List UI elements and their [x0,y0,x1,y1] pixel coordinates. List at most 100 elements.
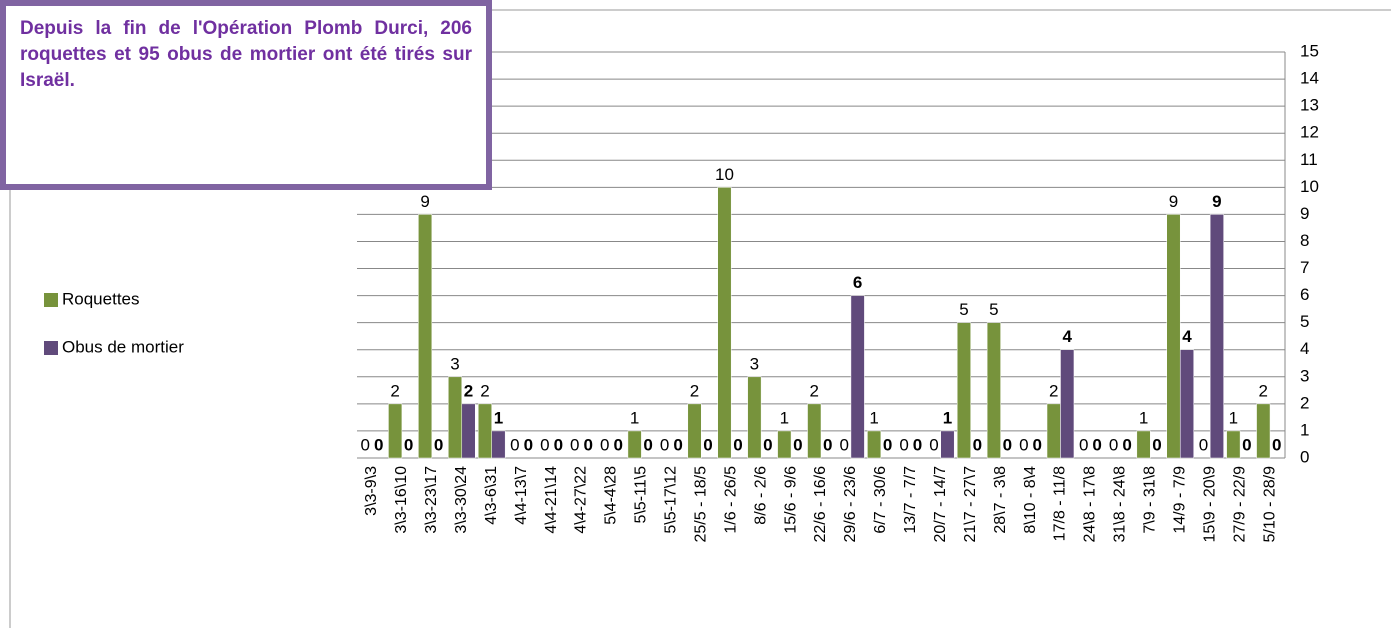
data-label: 0 [1003,435,1012,454]
bar [850,295,865,459]
bar [1136,430,1151,459]
bar [477,403,492,459]
x-tick-label: 20/7 - 14/7 [932,466,949,543]
x-tick-label: 15/6 - 9/6 [782,466,799,534]
data-label: 1 [630,408,639,427]
data-label: 1 [494,408,503,427]
data-label: 4 [1062,327,1072,346]
x-tick-label: 5\4-4\28 [603,466,620,525]
data-label: 0 [613,435,622,454]
data-label: 0 [404,435,413,454]
bar [777,430,792,459]
y-tick-label: 13 [1300,96,1319,115]
data-label: 3 [450,354,459,373]
data-label: 0 [899,435,908,454]
bar [1256,403,1271,459]
data-label: 0 [1019,435,1028,454]
data-label: 1 [943,408,952,427]
data-label: 9 [1212,192,1221,211]
data-label: 1 [869,408,878,427]
y-tick-label: 5 [1300,312,1309,331]
data-label: 0 [1079,435,1088,454]
data-label: 0 [540,435,549,454]
y-tick-label: 15 [1300,41,1319,60]
bar [491,430,506,459]
bar [940,430,955,459]
x-tick-label: 15\9 - 20\9 [1201,466,1218,543]
x-tick-label: 3\3-30\24 [453,466,470,534]
bar [461,403,476,459]
bar [1209,214,1224,459]
data-label: 1 [1229,408,1238,427]
data-label: 0 [973,435,982,454]
bar [986,322,1001,459]
bar [448,376,463,459]
data-label: 0 [1033,435,1042,454]
data-label: 0 [374,435,383,454]
data-label: 0 [1122,435,1131,454]
x-tick-label: 1/6 - 26/5 [722,466,739,534]
bar [747,376,762,459]
legend-label: Roquettes [62,289,140,308]
chart-title: Depuis la fin de l'Opération Plomb Durci… [0,0,492,190]
y-tick-label: 6 [1300,285,1309,304]
bar [867,430,882,459]
x-tick-label: 31\8 - 24\8 [1112,466,1129,543]
x-tick-label: 5\5-11\5 [633,466,650,524]
data-label: 0 [434,435,443,454]
data-label: 10 [715,165,734,184]
x-tick-label: 21\7 - 27\7 [962,466,979,543]
bar [717,187,732,459]
x-tick-label: 24\8 - 17\8 [1082,466,1099,543]
data-label: 0 [1272,435,1281,454]
data-label: 0 [673,435,682,454]
data-label: 0 [763,435,772,454]
x-tick-label: 7\9 - 31\8 [1142,466,1159,534]
data-label: 0 [733,435,742,454]
bar [956,322,971,459]
legend-label: Obus de mortier [62,337,184,356]
x-tick-label: 29/6 - 23/6 [842,466,859,543]
data-label: 2 [480,381,489,400]
data-label: 1 [780,408,789,427]
y-tick-label: 2 [1300,393,1309,412]
x-tick-label: 6/7 - 30/6 [872,466,889,534]
y-tick-label: 0 [1300,447,1309,466]
data-label: 2 [1259,381,1268,400]
y-tick-label: 14 [1300,69,1319,88]
data-label: 0 [793,435,802,454]
x-tick-label: 14/9 - 7/9 [1171,466,1188,534]
data-label: 2 [690,381,699,400]
data-label: 0 [1199,435,1208,454]
data-label: 4 [1182,327,1192,346]
bar [418,214,433,459]
data-label: 0 [584,435,593,454]
x-tick-label: 4\4-13\7 [513,466,530,525]
x-tick-label: 17/8 - 11/8 [1052,466,1069,541]
y-tick-label: 4 [1300,339,1309,358]
x-tick-label: 3\3-16\10 [393,466,410,534]
data-label: 5 [989,300,998,319]
x-tick-label: 5\5-17\12 [663,466,680,534]
y-tick-label: 11 [1300,150,1318,169]
data-label: 9 [1169,192,1178,211]
x-tick-label: 8\10 - 8\4 [1022,466,1039,534]
data-label: 6 [853,273,862,292]
data-label: 3 [750,354,759,373]
x-tick-label: 5/10 - 28/9 [1261,466,1278,543]
y-tick-label: 1 [1300,420,1309,439]
x-tick-label: 28\7 - 3\8 [992,466,1009,534]
y-tick-label: 9 [1300,204,1309,223]
bar [627,430,642,459]
y-tick-label: 7 [1300,258,1309,277]
x-tick-label: 3\3-23\17 [423,466,440,534]
x-tick-label: 3\3-9\3 [363,466,380,516]
data-label: 0 [1242,435,1251,454]
y-tick-label: 8 [1300,231,1309,250]
data-label: 0 [839,435,848,454]
data-label: 9 [420,192,429,211]
x-tick-label: 25/5 - 18/5 [692,466,709,543]
data-label: 0 [823,435,832,454]
bar [388,403,403,459]
